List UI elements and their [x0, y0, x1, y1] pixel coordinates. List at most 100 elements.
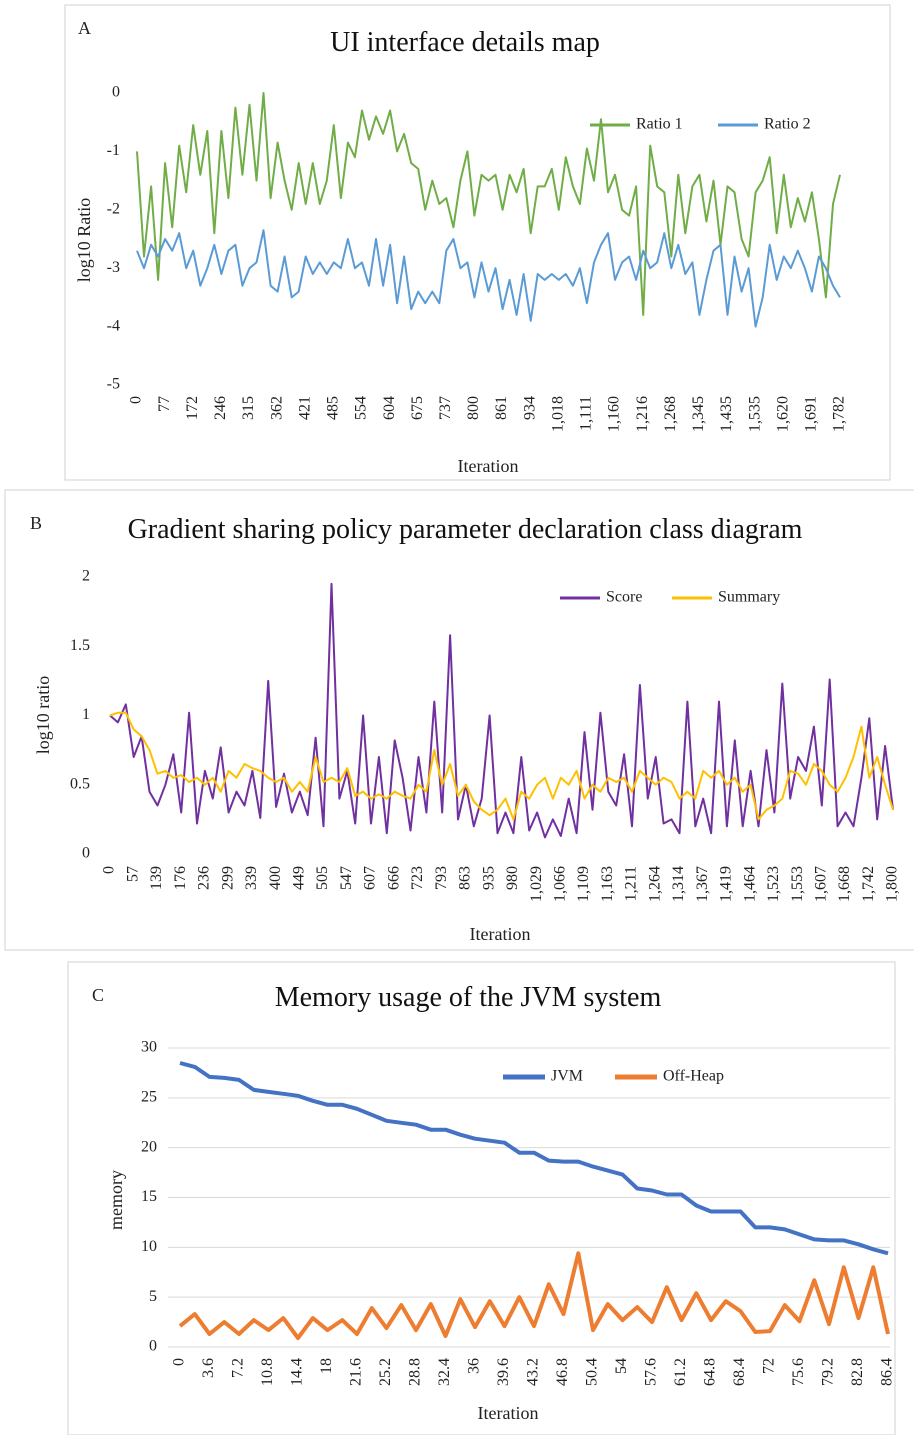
- x-tick-label: 675: [409, 396, 426, 420]
- x-tick-label: 505: [314, 866, 331, 890]
- x-tick-label: 1,066: [551, 866, 568, 902]
- x-tick-label: 21.6: [348, 1358, 365, 1386]
- y-tick-label: 0: [112, 84, 120, 101]
- series-line: [179, 1061, 889, 1256]
- x-tick-label: 46.8: [554, 1358, 571, 1386]
- x-tick-label: 25.2: [377, 1358, 394, 1386]
- x-tick-label: 57: [124, 866, 141, 882]
- x-tick-label: 39.6: [495, 1358, 512, 1386]
- x-tick-label: 315: [240, 396, 257, 420]
- x-tick-label: 1,211: [623, 866, 640, 901]
- chart-title: Memory usage of the JVM system: [274, 982, 662, 1013]
- x-tick-label: 421: [296, 396, 313, 420]
- x-tick-label: 980: [504, 866, 521, 890]
- legend-label: Ratio 2: [764, 116, 811, 133]
- x-tick-label: 800: [465, 396, 482, 420]
- x-tick-label: 1,264: [646, 866, 663, 902]
- x-tick-label: 86.4: [879, 1358, 896, 1386]
- x-tick-label: 1,535: [746, 396, 763, 432]
- panel-label: B: [30, 513, 42, 533]
- x-tick-label: 176: [172, 866, 189, 890]
- x-tick-label: 82.8: [849, 1358, 866, 1386]
- y-tick-label: 20: [141, 1138, 157, 1155]
- x-tick-label: 10.8: [259, 1358, 276, 1386]
- x-tick-label: 1,553: [789, 866, 806, 902]
- y-tick-label: 1.5: [70, 637, 90, 654]
- series-line: [109, 582, 894, 839]
- x-tick-label: 57.6: [643, 1358, 660, 1386]
- x-tick-label: 485: [325, 396, 342, 420]
- series-line: [178, 1251, 890, 1340]
- x-tick-label: 68.4: [731, 1358, 748, 1386]
- x-tick-label: 666: [385, 866, 402, 890]
- x-tick-label: 1,111: [578, 396, 595, 431]
- x-tick-label: 1,620: [774, 396, 791, 432]
- panel-label: A: [78, 18, 91, 38]
- x-axis-label: Iteration: [458, 456, 519, 476]
- x-tick-label: 32.4: [436, 1358, 453, 1386]
- x-tick-label: 0: [171, 1358, 188, 1366]
- y-tick-label: 0: [82, 845, 90, 862]
- x-axis-label: Iteration: [478, 1403, 539, 1423]
- x-tick-label: 75.6: [790, 1358, 807, 1386]
- x-tick-label: 246: [212, 396, 229, 420]
- x-tick-label: 14.4: [289, 1358, 306, 1386]
- x-tick-label: 400: [267, 866, 284, 890]
- x-tick-label: 934: [521, 396, 538, 420]
- panel-border: [4, 489, 914, 951]
- series-line: [109, 711, 894, 821]
- y-tick-label: 0.5: [70, 775, 90, 792]
- series-line: [136, 92, 841, 316]
- x-tick-label: 554: [353, 396, 370, 420]
- x-tick-label: 1,523: [765, 866, 782, 902]
- series-line: [136, 229, 841, 328]
- x-tick-label: 449: [290, 866, 307, 890]
- x-tick-label: 50.4: [584, 1358, 601, 1386]
- x-tick-label: 1,691: [803, 396, 820, 432]
- panel-border: [64, 4, 891, 481]
- x-axis-label: Iteration: [470, 924, 531, 944]
- x-tick-label: 3.6: [200, 1358, 217, 1378]
- x-tick-label: 299: [219, 866, 236, 890]
- chart-title: Gradient sharing policy parameter declar…: [127, 514, 803, 545]
- x-tick-label: 1,742: [860, 866, 877, 902]
- x-tick-label: 79.2: [820, 1358, 837, 1386]
- x-tick-label: 1,109: [575, 866, 592, 902]
- chart-title: UI interface details map: [330, 27, 600, 58]
- legend-label: Ratio 1: [636, 116, 683, 133]
- legend-label: Off-Heap: [663, 1068, 724, 1085]
- x-tick-label: 1,367: [694, 866, 711, 902]
- x-tick-label: 0: [101, 866, 118, 874]
- x-tick-label: 43.2: [525, 1358, 542, 1386]
- x-tick-label: 604: [381, 396, 398, 420]
- legend-label: Summary: [718, 589, 780, 606]
- x-tick-label: 18: [318, 1358, 335, 1374]
- x-tick-label: 547: [338, 866, 355, 890]
- x-tick-label: 607: [362, 866, 379, 890]
- y-tick-label: -2: [107, 200, 120, 217]
- x-tick-label: 863: [457, 866, 474, 890]
- y-tick-label: -5: [107, 376, 120, 393]
- x-tick-label: 54: [613, 1358, 630, 1374]
- y-tick-label: 5: [149, 1288, 157, 1305]
- y-tick-label: 25: [141, 1089, 157, 1106]
- x-tick-label: 64.8: [702, 1358, 719, 1386]
- x-tick-label: 0: [128, 396, 145, 404]
- x-tick-label: 1,216: [634, 396, 651, 432]
- x-tick-label: 1,668: [836, 866, 853, 902]
- x-tick-label: 1,268: [662, 396, 679, 432]
- x-tick-label: 1,018: [549, 396, 566, 432]
- y-axis-label: log10 ratio: [33, 676, 53, 755]
- x-tick-label: 362: [268, 396, 285, 420]
- panel-border: [67, 961, 896, 1435]
- y-tick-label: 2: [82, 568, 90, 585]
- panel-label: C: [92, 985, 104, 1005]
- y-tick-label: 10: [141, 1238, 157, 1255]
- x-tick-label: 28.8: [407, 1358, 424, 1386]
- x-tick-label: 72: [761, 1358, 778, 1374]
- x-tick-label: 737: [437, 396, 454, 420]
- legend-label: Score: [606, 589, 642, 606]
- x-tick-label: 172: [184, 396, 201, 420]
